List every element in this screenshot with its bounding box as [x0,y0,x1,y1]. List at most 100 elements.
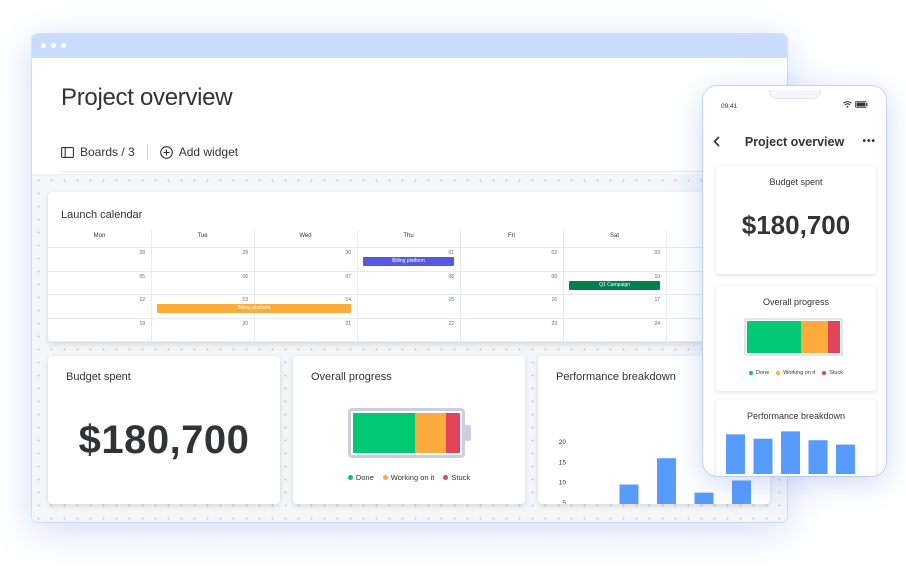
calendar-date[interactable]: 16 [551,297,557,303]
calendar-column-divider [357,230,358,342]
calendar-date[interactable]: 10 [654,273,660,280]
boards-label: Boards / 3 [80,145,135,159]
budget-widget[interactable]: Budget spent $180,700 [48,356,280,504]
performance-title: Performance breakdown [556,371,676,383]
legend-item: Working on it [776,370,815,376]
mobile-progress-widget[interactable]: Overall progress Done Working on it Stuck [716,286,876,391]
toolbar: Boards / 3 Add widget [61,142,238,162]
calendar-day-header: Sat [609,233,619,239]
calendar-date[interactable]: 14 [345,297,351,303]
calendar-column-divider [254,230,255,342]
calendar-date[interactable]: 03 [654,250,660,256]
chevron-left-icon[interactable] [713,136,720,147]
calendar-title: Launch calendar [61,209,143,221]
legend-item: Stuck [443,473,470,482]
performance-bar[interactable] [694,492,714,504]
budget-value: $180,700 [78,418,250,462]
calendar-date[interactable]: 08 [448,273,454,280]
legend-label: Working on it [783,370,816,376]
calendar-date[interactable]: 02 [551,250,557,256]
calendar-date[interactable]: 13 [242,297,248,303]
calendar-column-divider [151,230,152,342]
mobile-performance-title: Performance breakdown [746,411,846,421]
legend-item: Stuck [822,370,843,376]
window-dot-icon [41,43,46,48]
board-layout-icon [61,146,74,158]
y-tick-label: 20 [559,439,567,446]
calendar-date[interactable]: 24 [654,320,660,327]
calendar-date[interactable]: 05 [139,273,145,280]
calendar-day-header: Tue [197,233,208,239]
battery-cap [465,425,471,441]
mobile-performance-bar[interactable] [781,431,800,474]
progress-segment-working-on-it [800,321,828,353]
calendar-date[interactable]: 17 [654,297,660,303]
calendar-event[interactable]: Q1 Campaign [569,280,660,290]
status-time: 09:41 [721,103,738,110]
progress-segment-working-on-it [415,413,447,453]
calendar-date[interactable]: 06 [242,273,248,280]
calendar-event[interactable]: Billing platform [157,304,351,313]
more-options-icon[interactable]: ••• [862,136,876,147]
calendar-date[interactable]: 28 [139,250,145,256]
mobile-budget-title: Budget spent [769,177,823,187]
calendar-column-divider [460,230,461,342]
legend-item: Done [347,473,374,482]
y-tick-label: 5 [562,500,566,504]
boards-button[interactable]: Boards / 3 [61,145,135,159]
legend-dot-icon [822,371,827,375]
calendar-date[interactable]: 22 [448,320,454,327]
legend-label: Done [756,370,770,376]
calendar-date[interactable]: 12 [139,297,145,303]
mobile-performance-bar[interactable] [836,444,855,474]
mobile-header: Project overview ••• [703,130,886,150]
add-widget-label: Add widget [178,145,239,159]
calendar-date[interactable]: 09 [551,273,557,280]
y-tick-label: 15 [559,459,567,466]
performance-bar[interactable] [657,458,676,504]
battery-icon [855,101,868,108]
mobile-performance-bar[interactable] [808,440,828,474]
add-widget-button[interactable]: Add widget [159,145,239,159]
legend-item: Done [749,370,769,376]
calendar-row-divider [48,317,787,319]
legend-dot-icon [382,475,388,480]
progress-widget[interactable]: Overall progress Done Working on it Stuck [293,356,525,504]
budget-title: Budget spent [66,371,131,383]
calendar-event[interactable]: Billing platform [363,257,454,266]
calendar-day-header: Wed [299,233,312,239]
calendar-column-divider [666,230,667,342]
calendar-day-header: Thu [403,233,414,239]
performance-bar[interactable] [619,484,639,504]
mobile-performance-widget[interactable]: Performance breakdown [716,400,876,476]
calendar-date[interactable]: 29 [242,250,248,256]
progress-segment-stuck [446,413,460,453]
legend-dot-icon [776,371,781,375]
legend-dot-icon [749,371,754,375]
launch-calendar-widget[interactable]: Launch calendar Mon Tue Wed Thu Fri Sat 28 29 30… [48,192,787,342]
legend-label: Working on it [390,473,435,482]
calendar-date[interactable]: 21 [345,320,351,327]
calendar-date[interactable]: 15 [448,297,454,303]
calendar-date[interactable]: 20 [242,320,248,327]
phone-notch [769,90,821,99]
page-title: Project overview [61,84,233,111]
calendar-date[interactable]: 23 [551,320,557,327]
legend-label: Done [355,473,374,482]
mobile-page-title: Project overview [744,135,845,149]
calendar-date[interactable]: 19 [139,320,145,327]
dashboard-window: Project overview Boards / 3 Add widget L… [32,34,787,522]
calendar-date[interactable]: 07 [345,273,351,280]
calendar-date[interactable]: 30 [345,250,351,256]
legend-item: Working on it [382,473,435,482]
status-icons [843,101,868,108]
mobile-progress-bar [744,318,843,356]
calendar-day-header: Fri [508,233,515,239]
plus-circle-icon [159,145,173,159]
mobile-budget-widget[interactable]: Budget spent $180,700 [716,166,876,274]
mobile-performance-bar[interactable] [726,434,745,474]
performance-bar[interactable] [732,480,751,504]
calendar-date[interactable]: 01 [448,250,454,256]
progress-legend: Done Working on it Stuck [293,473,525,482]
mobile-performance-bar[interactable] [753,438,773,474]
